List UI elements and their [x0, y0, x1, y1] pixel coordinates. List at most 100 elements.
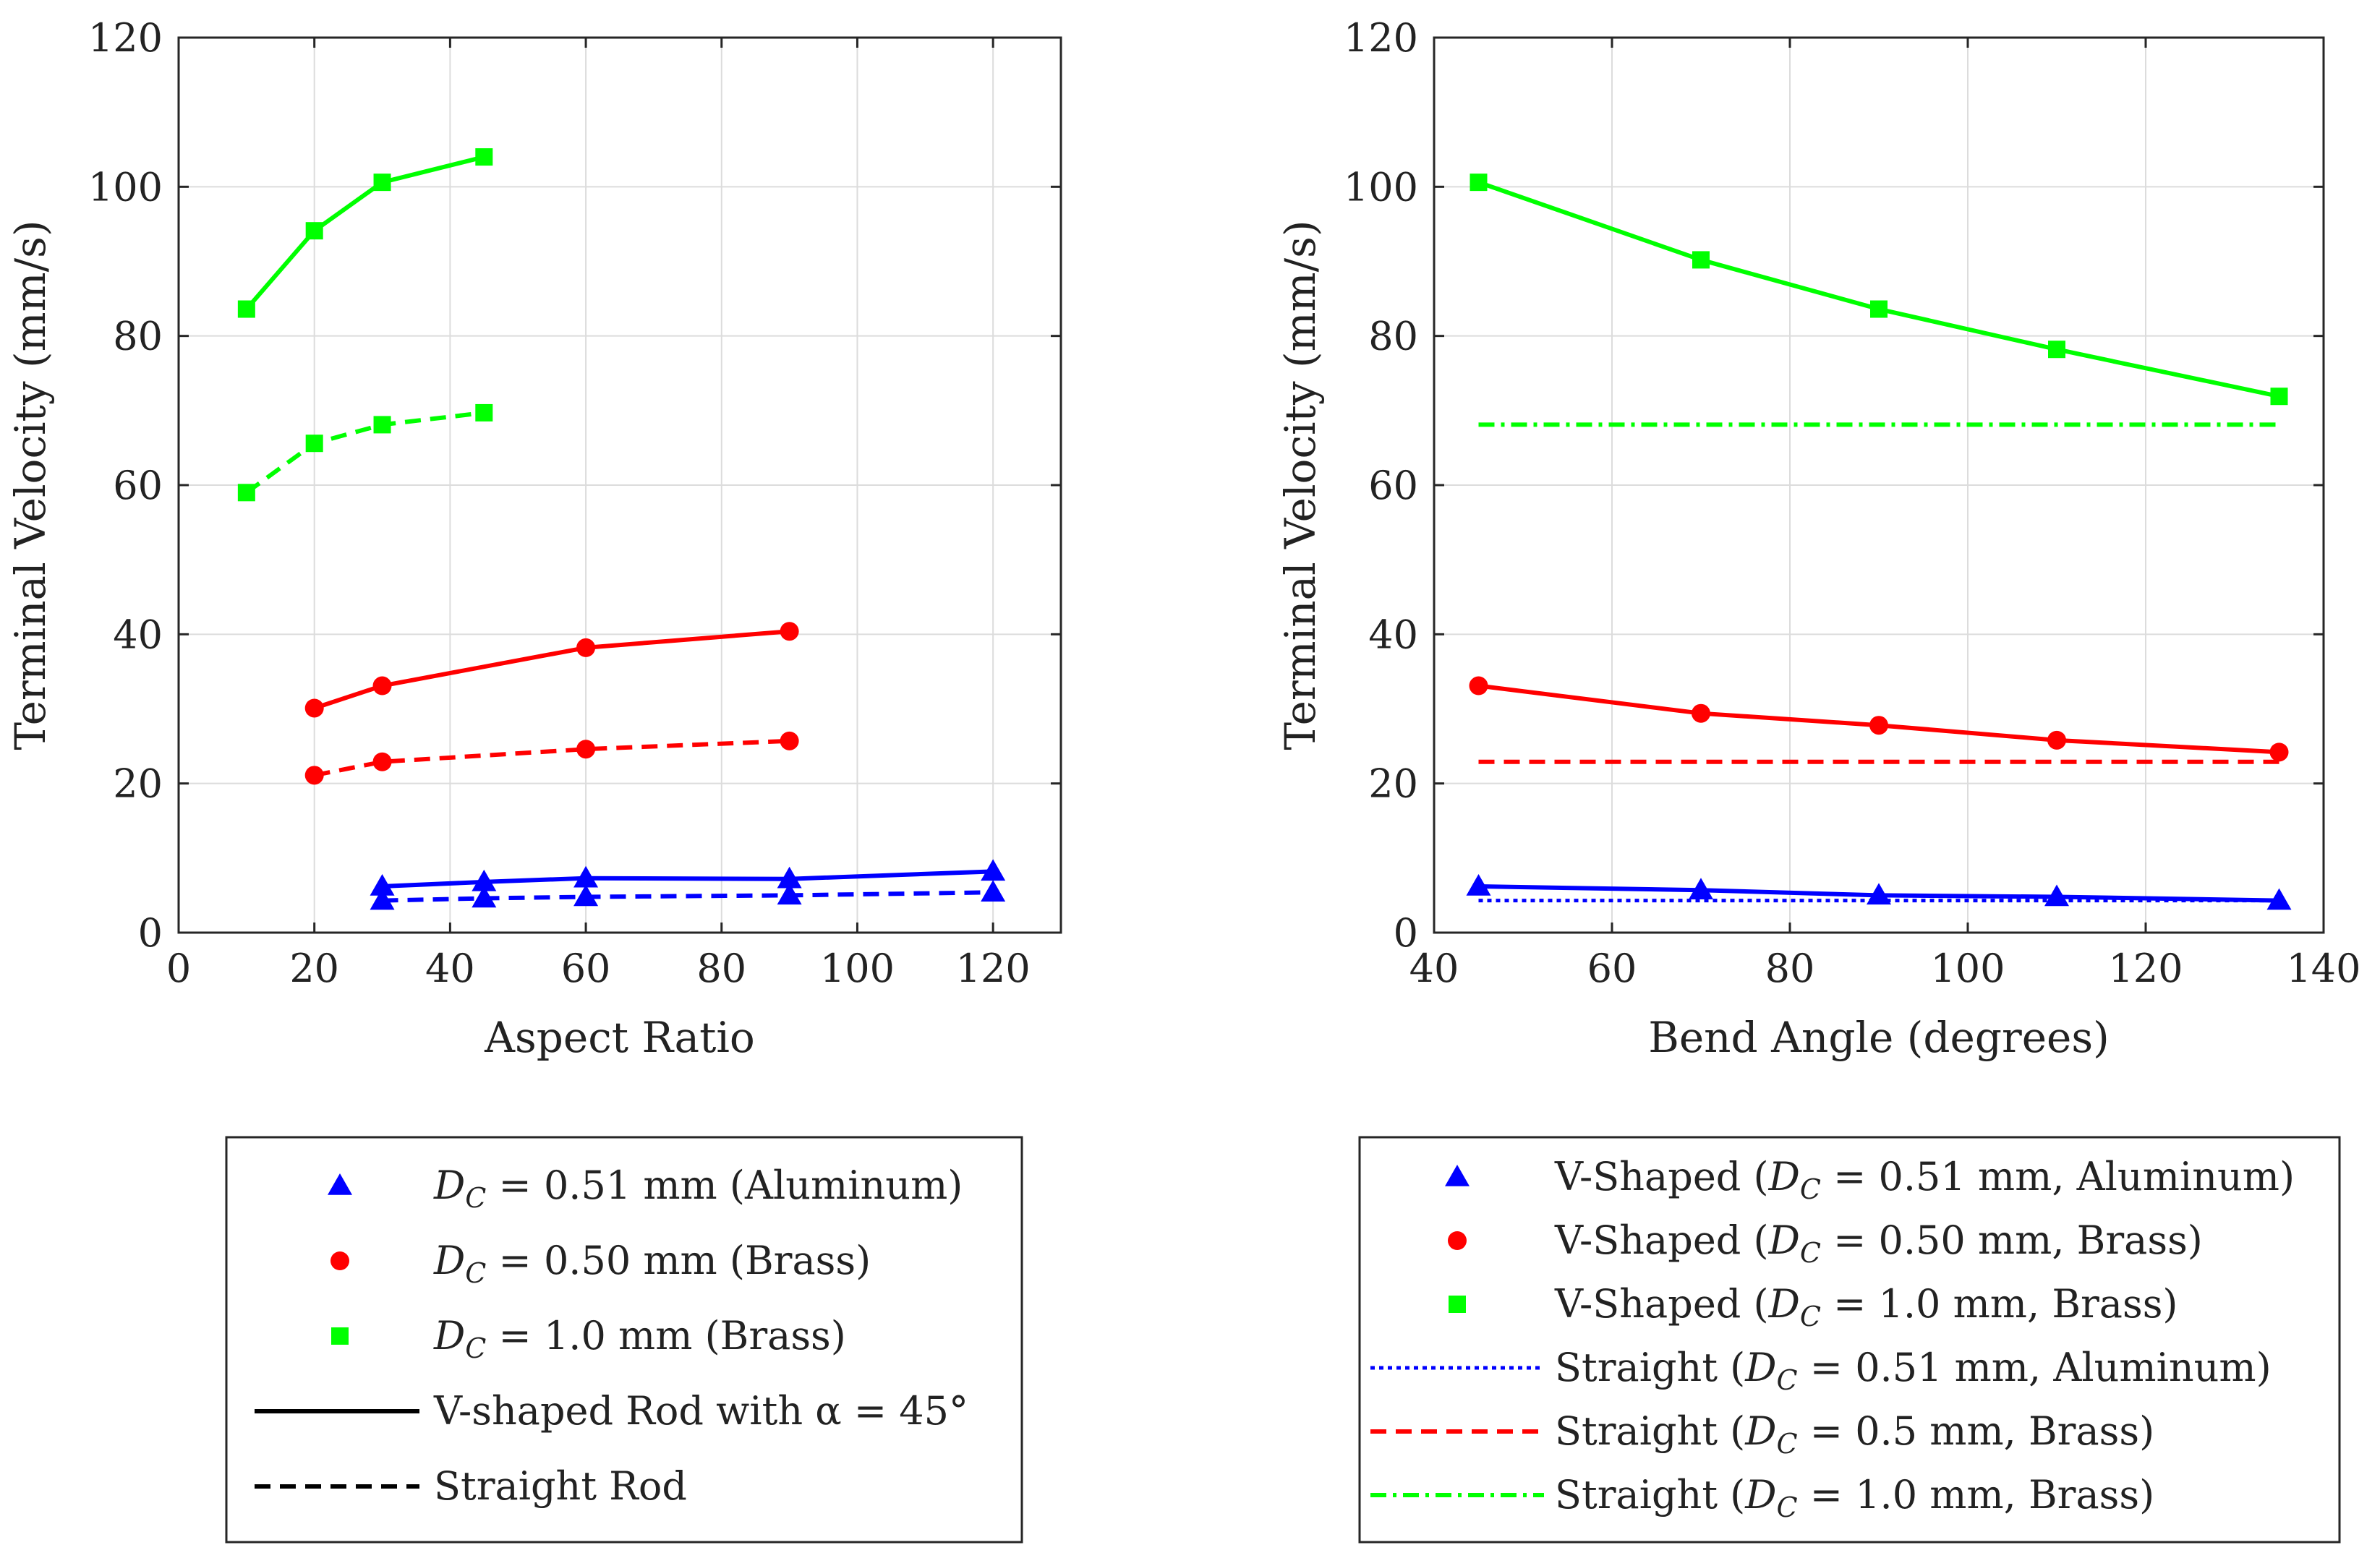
data-point-b05_v: [1692, 703, 1710, 723]
legend-label: V-shaped Rod with α = 45°: [433, 1388, 968, 1434]
data-point-al_v: [2266, 888, 2292, 910]
y-tick-label: 40: [1368, 612, 1418, 657]
x-tick-label: 40: [425, 946, 475, 991]
legend-label: Straight (DC = 1.0 mm, Brass): [1555, 1472, 2154, 1523]
x-tick-label: 100: [1930, 946, 2005, 991]
legend-label: V-Shaped (DC = 1.0 mm, Brass): [1554, 1281, 2178, 1332]
data-point-b10_v: [475, 148, 493, 166]
data-point-b05_v: [780, 622, 799, 641]
data-point-b05_v: [372, 676, 392, 695]
data-point-al_v: [573, 865, 599, 888]
y-tick-label: 100: [88, 164, 163, 210]
x-tick-label: 0: [166, 946, 191, 991]
data-point-b05_s: [304, 766, 324, 785]
y-tick-label: 0: [1394, 910, 1418, 956]
x-tick-label: 80: [1765, 946, 1815, 991]
data-point-b10_s: [475, 403, 493, 421]
data-point-b05_v: [304, 698, 324, 718]
legend-symbol-circle: [330, 1251, 349, 1270]
y-tick-label: 120: [1344, 15, 1418, 61]
series-line-b05_v: [313, 629, 790, 711]
y-tick-label: 60: [1368, 463, 1418, 508]
legend-symbol-circle: [1448, 1231, 1467, 1250]
y-axis-label: Terminal Velocity (mm/s): [1276, 220, 1325, 750]
data-point-al_s: [370, 888, 395, 910]
data-point-b10_s: [237, 484, 255, 502]
x-tick-label: 80: [696, 946, 746, 991]
y-tick-label: 100: [1344, 164, 1418, 210]
data-point-al_v: [1867, 883, 1891, 905]
data-point-b10_s: [305, 435, 323, 453]
legend-label: DC = 0.51 mm (Aluminum): [433, 1163, 963, 1214]
data-point-b10_v: [2048, 341, 2065, 359]
x-tick-label: 40: [1409, 946, 1459, 991]
x-tick-label: 20: [289, 946, 339, 991]
data-point-b10_v: [2270, 388, 2288, 406]
legend-aspect-ratio: DC = 0.51 mm (Aluminum) DC = 0.50 mm (Bra…: [225, 1136, 1023, 1544]
legend-symbol-square: [1449, 1296, 1466, 1313]
data-point-b10_v: [373, 174, 391, 192]
data-point-b05_s: [576, 740, 596, 759]
legend-bend-angle: V-Shaped (DC = 0.51 mm, Aluminum) V-Shape…: [1358, 1136, 2341, 1544]
data-point-b05_s: [780, 731, 799, 750]
data-point-al_v: [981, 859, 1006, 881]
data-point-b05_v: [576, 638, 596, 657]
data-point-al_v: [777, 866, 802, 889]
legend-box: [225, 1136, 1023, 1544]
y-tick-label: 20: [113, 761, 163, 807]
x-axis-label: Aspect Ratio: [484, 1013, 755, 1062]
x-tick-label: 120: [2108, 946, 2183, 991]
x-tick-label: 140: [2286, 946, 2360, 991]
legend-symbol-triangle: [1445, 1165, 1470, 1186]
y-tick-label: 80: [1368, 314, 1418, 359]
data-point-al_s: [573, 884, 599, 907]
data-point-b05_s: [372, 752, 392, 771]
y-tick-label: 40: [113, 612, 163, 657]
data-point-al_v: [1466, 874, 1491, 896]
y-tick-label: 60: [113, 463, 163, 508]
data-point-b10_v: [1870, 300, 1888, 318]
data-point-b05_v: [2269, 742, 2289, 762]
legend-label: Straight Rod: [434, 1463, 687, 1509]
data-point-b10_v: [1692, 251, 1710, 269]
series-line-b10_v: [244, 155, 485, 311]
data-point-al_v: [1689, 878, 1713, 899]
data-point-b10_v: [305, 222, 323, 240]
legend-label: V-Shaped (DC = 0.50 mm, Brass): [1554, 1217, 2203, 1269]
data-point-al_v: [370, 874, 395, 896]
y-tick-label: 80: [113, 314, 163, 359]
data-point-al_s: [472, 886, 497, 908]
x-tick-label: 120: [956, 946, 1031, 991]
data-point-b10_v: [237, 300, 255, 318]
y-tick-label: 120: [88, 15, 163, 61]
x-tick-label: 60: [1587, 946, 1637, 991]
x-tick-label: 60: [561, 946, 611, 991]
legend-label: Straight (DC = 0.51 mm, Aluminum): [1555, 1345, 2272, 1396]
y-tick-label: 20: [1368, 761, 1418, 807]
y-tick-label: 0: [138, 910, 163, 956]
legend-label: Straight (DC = 0.5 mm, Brass): [1555, 1408, 2154, 1460]
y-axis-label: Terminal Velocity (mm/s): [6, 220, 55, 750]
legend-symbol-triangle: [328, 1173, 352, 1195]
data-point-b05_v: [1869, 716, 1888, 735]
legend-label: DC = 0.50 mm (Brass): [433, 1238, 871, 1289]
data-point-b05_v: [1469, 676, 1488, 695]
data-point-b10_s: [373, 416, 391, 434]
legend-label: V-Shaped (DC = 0.51 mm, Aluminum): [1554, 1154, 2295, 1205]
data-point-al_v: [472, 869, 497, 891]
data-point-b05_v: [2047, 730, 2066, 750]
x-axis-label: Bend Angle (degrees): [1648, 1013, 2110, 1062]
legend-label: DC = 1.0 mm (Brass): [433, 1313, 846, 1364]
legend-box: [1358, 1136, 2341, 1544]
chart-aspect-ratio: 0 20 40 60 80 100 120 0 20 40 60 80 100 120 Aspect Rat…: [6, 15, 1062, 1062]
series-line-b05_s: [314, 738, 790, 778]
data-point-al_s: [777, 883, 802, 905]
data-point-b10_v: [1470, 174, 1488, 192]
x-tick-label: 100: [820, 946, 895, 991]
series-line-b10_s: [245, 410, 485, 495]
data-point-al_s: [981, 880, 1006, 902]
legend-symbol-square: [331, 1327, 349, 1345]
chart-bend-angle: 40 60 80 100 120 140 0 20 40 60 80 100 120 Bend Angle…: [1276, 15, 2361, 1062]
data-point-al_v: [2044, 884, 2069, 907]
